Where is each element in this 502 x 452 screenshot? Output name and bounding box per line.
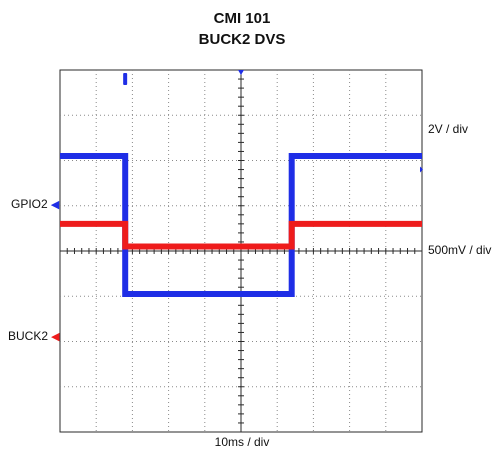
channel1-scale-label: 2V / div [428,122,469,136]
trigger-position-marker [238,70,244,75]
time-scale-label: 10ms / div [214,435,270,449]
buck2-label-text: BUCK2 [8,329,49,343]
gpio2-channel-label: GPIO2 ◀ [11,197,59,212]
buck2-channel-label: BUCK2 ◀ [8,329,59,344]
traces [60,153,422,297]
trigger-level-marker [420,166,423,173]
gpio2-arrow-icon: ◀ [50,199,60,211]
grid [59,69,423,433]
trace-edge-gpio2 [60,155,422,295]
trace-edge-buck2 [60,223,422,248]
cursor-marker [123,73,128,85]
channel2-scale-label: 500mV / div [428,243,492,257]
buck2-arrow-icon: ◀ [51,331,60,343]
chart-title-line2: BUCK2 DVS [198,31,286,48]
gpio2-label-text: GPIO2 [11,197,48,211]
markers [123,70,423,173]
chart-title-line1: CMI 101 [213,10,271,27]
